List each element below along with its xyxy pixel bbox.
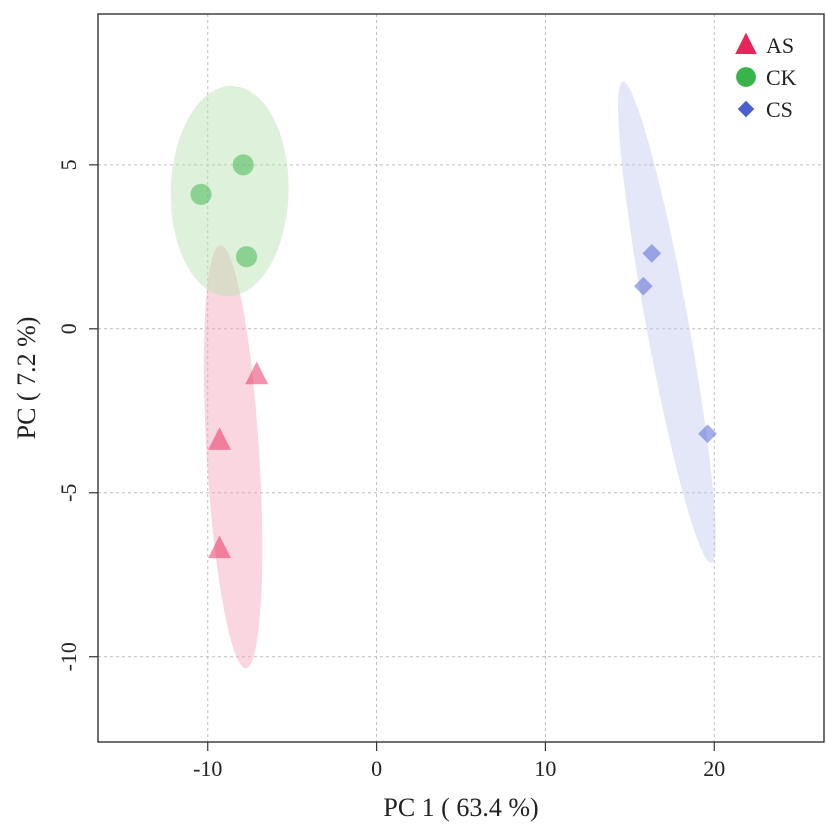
point-as [208,535,232,559]
point-ck [190,183,212,205]
point-ck [232,154,254,176]
point-cs [633,276,653,296]
legend-marker-as [735,32,757,54]
y-tick-label: -5 [56,484,81,502]
point-cs [698,424,717,444]
y-axis-label: PC ( 7.2 %) [12,317,41,440]
point-as [208,427,232,450]
point-as [245,361,269,385]
confidence-ellipses [170,81,716,669]
legend-label-cs: CS [766,97,793,122]
axis-ticks: -10 0 10 20 5 0 -5 -10 [56,159,725,781]
y-tick-label: -10 [56,642,81,671]
x-tick-label: 0 [371,756,382,781]
x-tick-label: -10 [193,756,222,781]
legend-label-as: AS [766,33,794,58]
point-cs [642,244,662,263]
legend-label-ck: CK [766,65,797,90]
plot-frame [97,13,825,743]
legend: AS CK CS [735,32,797,122]
data-points [190,154,717,559]
ellipse-as [203,245,263,669]
legend-marker-cs [737,100,755,118]
x-tick-label: 10 [534,756,556,781]
ellipse-cs [618,81,716,563]
y-tick-label: 5 [56,159,81,170]
x-tick-label: 20 [703,756,725,781]
legend-marker-ck [736,67,756,87]
point-ck [236,246,258,268]
grid-layer [98,14,824,742]
y-tick-label: 0 [56,323,81,334]
ellipse-ck [170,85,289,297]
x-axis-label: PC 1 ( 63.4 %) [383,793,538,822]
